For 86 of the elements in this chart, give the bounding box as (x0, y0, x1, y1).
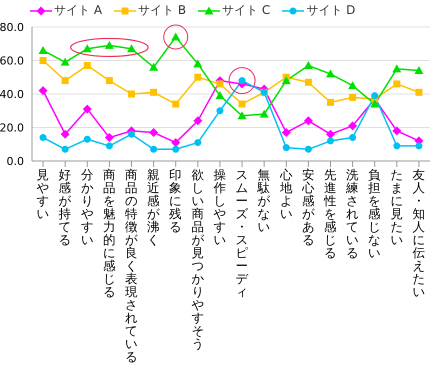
point (370, 100, 380, 108)
point (349, 134, 356, 142)
category-label: スムーズ・スピーディ (236, 167, 249, 299)
point (371, 92, 378, 100)
x-tick-label: 洗練されている (345, 167, 360, 260)
point (62, 77, 69, 84)
point (193, 116, 202, 126)
point (215, 91, 224, 100)
point (348, 121, 358, 130)
point (238, 111, 247, 120)
point (393, 80, 400, 88)
point (60, 58, 70, 66)
point (40, 57, 47, 64)
point (304, 146, 312, 153)
x-tick-label: 見やすい (36, 167, 50, 221)
point (127, 44, 136, 52)
point (393, 142, 400, 150)
point (193, 59, 202, 68)
x-tick-label: たまに見たい (390, 167, 404, 247)
point (128, 90, 135, 98)
point (149, 62, 158, 71)
point (216, 80, 224, 88)
x-tick-label: 安心感がある (300, 167, 316, 247)
point (194, 139, 202, 146)
point (62, 146, 69, 153)
y-tick-label: 40.0 (0, 88, 24, 101)
point (327, 137, 334, 144)
point (106, 142, 113, 150)
legend-label: サイト C (222, 2, 270, 19)
category-label: 商品の特徴が良く表現されている (125, 167, 138, 364)
point (38, 46, 48, 54)
point (106, 77, 113, 84)
point (128, 130, 135, 138)
x-tick-label: 先進性を感じる (323, 167, 337, 260)
legend-label: サイト D (306, 2, 356, 19)
point (172, 100, 180, 108)
point (84, 62, 91, 70)
point (349, 94, 356, 101)
x-tick-label: 印象に残る (169, 167, 182, 234)
point (282, 144, 290, 152)
x-tick-label: 好感が持てる (58, 167, 73, 247)
point (304, 61, 313, 70)
x-tick-label: 分かりやすい (80, 167, 94, 247)
x-tick-label: 負担を感じない (368, 167, 382, 260)
legend-label: サイト B (138, 2, 186, 19)
x-tick-label: 親近感が沸く (147, 167, 162, 247)
point (82, 44, 92, 52)
point (194, 74, 202, 81)
point (216, 107, 224, 114)
point (415, 88, 422, 96)
point (104, 40, 114, 49)
y-tick-label: 80.0 (0, 20, 24, 34)
point (282, 76, 291, 84)
point (150, 88, 158, 96)
point (149, 128, 158, 138)
legend-label: サイト A (54, 2, 102, 19)
point (282, 128, 291, 138)
point (415, 142, 422, 150)
point (172, 146, 180, 153)
category-label: 商品を魅力的に感じる (102, 167, 116, 299)
x-tick-label: 操作しやすい (212, 167, 226, 247)
point (260, 110, 269, 118)
x-tick-label: 無駄がない (256, 167, 272, 234)
point (392, 126, 402, 136)
point (60, 130, 70, 139)
y-tick-label: 20.0 (0, 121, 24, 134)
y-tick-label: 60.0 (0, 54, 24, 68)
point (84, 136, 91, 143)
point (348, 81, 358, 90)
point (327, 98, 334, 106)
point (304, 116, 313, 126)
point (238, 100, 246, 108)
point (392, 64, 402, 72)
y-tick-label: 0.0 (6, 154, 24, 168)
point (150, 146, 158, 153)
point (304, 78, 312, 86)
point (326, 130, 335, 139)
point (326, 69, 335, 78)
x-tick-label: 心地よい (278, 167, 293, 221)
point (82, 104, 92, 114)
point (40, 134, 47, 142)
category-label: 欲しい商品が見つかりやすそう (191, 167, 204, 351)
point (104, 133, 114, 142)
point (414, 66, 424, 74)
point (38, 86, 48, 96)
category-label: 友人・知人に伝えたい (412, 167, 426, 299)
